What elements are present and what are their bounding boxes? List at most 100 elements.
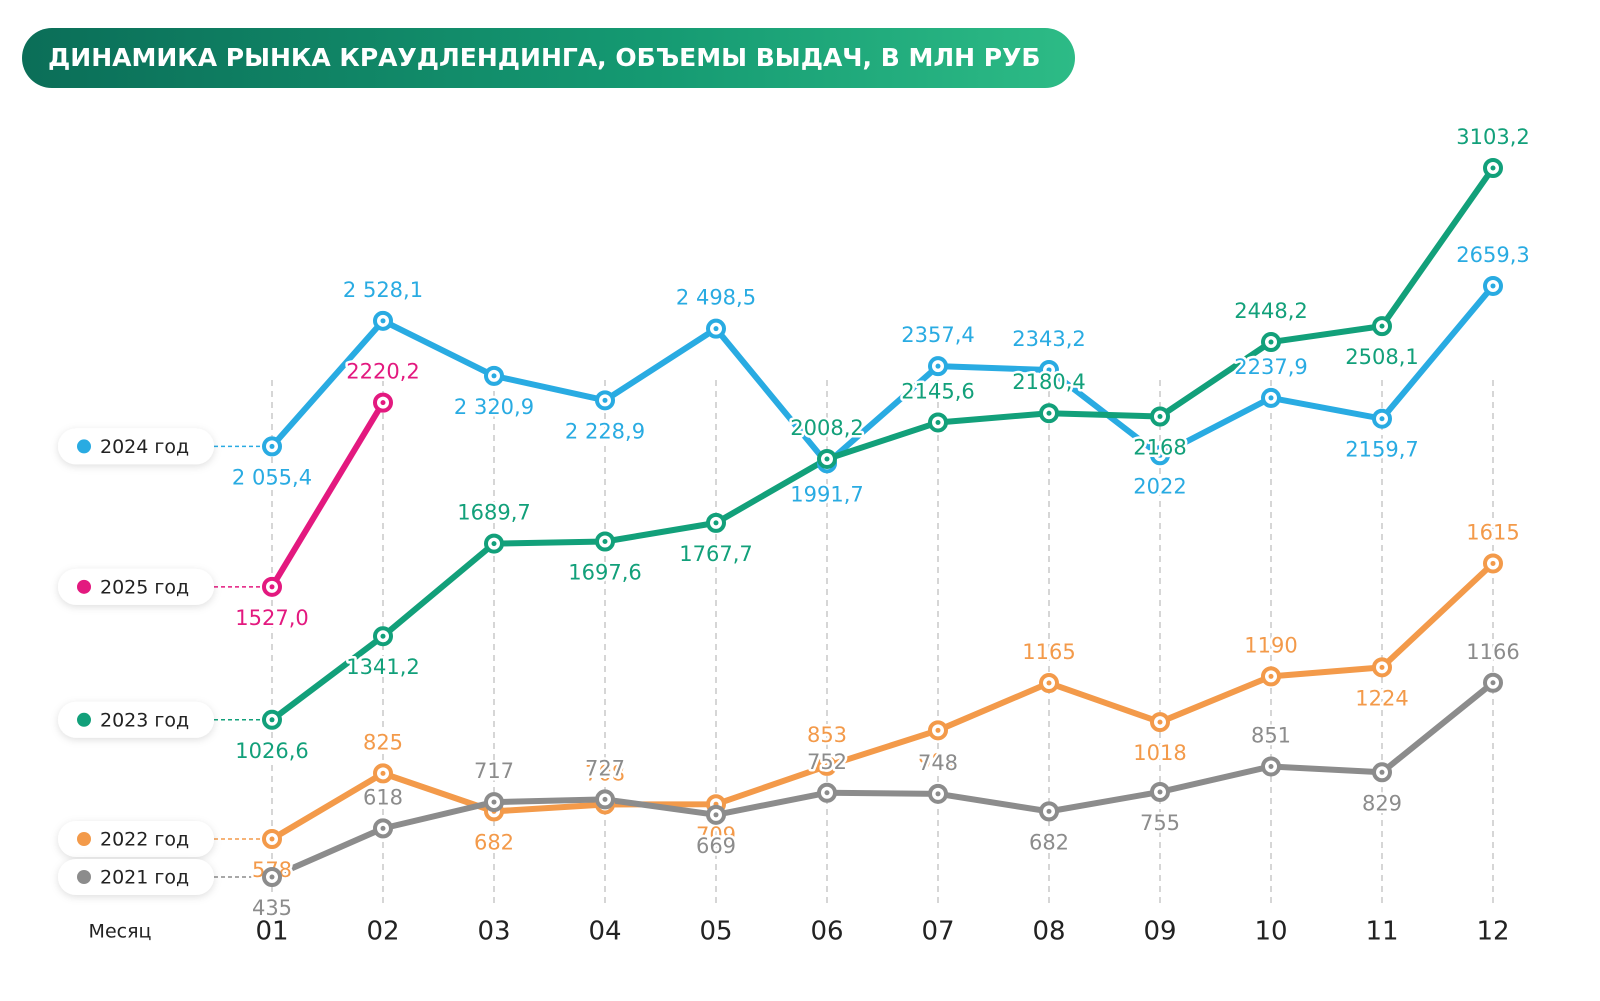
x-tick-label: 05: [699, 917, 732, 947]
point-dot: [824, 790, 830, 796]
point-dot: [824, 763, 830, 769]
point-dot: [1379, 769, 1385, 775]
x-axis-label: Месяц: [89, 921, 152, 943]
data-label: 2 498,5: [676, 286, 756, 310]
point-dot: [380, 318, 386, 324]
series-line: [270, 561, 1496, 842]
data-label: 1341,2: [346, 655, 419, 679]
point-dot: [602, 538, 608, 544]
data-label: 853: [807, 723, 847, 747]
data-label: 1165: [1022, 640, 1075, 664]
data-label: 2357,4: [901, 323, 974, 347]
data-label: 1689,7: [457, 501, 530, 525]
data-label: 2448,2: [1234, 299, 1307, 323]
legend-label: 2023 год: [100, 709, 189, 731]
data-label: 1018: [1133, 741, 1186, 765]
point-dot: [1157, 789, 1163, 795]
x-tick-label: 03: [477, 917, 510, 947]
point-dot: [713, 812, 719, 818]
point-dot: [935, 727, 941, 733]
data-label: 709: [696, 823, 736, 847]
data-label: 829: [1362, 791, 1402, 815]
point-dot: [824, 456, 830, 462]
legend-label: 2024 год: [100, 436, 189, 458]
data-label: 1224: [1355, 686, 1408, 710]
legend-label: 2021 год: [100, 867, 189, 889]
point-dot: [1046, 367, 1052, 373]
series-line: [269, 284, 1496, 467]
series-line: [270, 680, 1495, 880]
legend-swatch: [77, 870, 91, 884]
point-dot: [491, 541, 497, 547]
data-label: 2508,1: [1345, 345, 1418, 369]
data-label: 2343,2: [1012, 327, 1085, 351]
legend-pill: [58, 821, 214, 858]
point-dot: [935, 363, 941, 369]
point-dot: [269, 717, 275, 723]
point-dot: [380, 770, 386, 776]
data-label: 1991,7: [790, 482, 863, 506]
data-label: 2145,6: [901, 379, 974, 403]
data-label: 2237,9: [1234, 355, 1307, 379]
legend-swatch: [77, 712, 91, 727]
legend-pill: [58, 859, 214, 895]
data-label: 435: [252, 896, 292, 920]
title-pill: [22, 28, 1075, 88]
data-label: 1190: [1244, 633, 1297, 657]
data-label: 2022: [1133, 474, 1186, 498]
x-tick-label: 10: [1254, 917, 1287, 947]
legend-pill: [58, 568, 214, 605]
data-label: 682: [474, 830, 514, 854]
point-dot: [380, 400, 386, 406]
data-label: 755: [1140, 811, 1180, 835]
data-label: 708: [585, 761, 625, 785]
point-dot: [380, 825, 386, 831]
data-label: 748: [918, 751, 958, 775]
point-dot: [1268, 339, 1274, 345]
data-label: 2 055,4: [232, 465, 312, 489]
legend-swatch: [77, 579, 91, 594]
point-dot: [1490, 283, 1496, 289]
x-tick-label: 12: [1476, 917, 1509, 947]
chart-title: ДИНАМИКА РЫНКА КРАУДЛЕНДИНГА, ОБЪЕМЫ ВЫД…: [48, 43, 1040, 72]
series-line: [269, 401, 386, 589]
point-dot: [380, 633, 386, 639]
legend-swatch: [77, 439, 91, 454]
data-label: 2159,7: [1345, 438, 1418, 462]
data-label: 2659,3: [1456, 243, 1529, 267]
data-label: 669: [696, 834, 736, 858]
point-dot: [1046, 680, 1052, 686]
point-dot: [935, 419, 941, 425]
data-label: 2180,4: [1012, 370, 1085, 394]
data-label: 1767,7: [679, 542, 752, 566]
point-dot: [491, 799, 497, 805]
data-label: 2168: [1133, 436, 1186, 460]
data-label: 987: [918, 749, 958, 773]
x-tick-label: 09: [1143, 917, 1176, 947]
point-dot: [269, 836, 275, 842]
point-dot: [1157, 414, 1163, 420]
x-tick-label: 02: [366, 917, 399, 947]
data-label: 825: [363, 730, 403, 754]
x-tick-label: 06: [810, 917, 843, 947]
point-dot: [491, 373, 497, 379]
data-label: 2008,2: [790, 416, 863, 440]
data-label: 851: [1251, 723, 1291, 747]
x-tick-label: 11: [1365, 917, 1398, 947]
point-dot: [269, 443, 275, 449]
data-label: 1166: [1466, 640, 1519, 664]
legend-label: 2025 год: [100, 576, 189, 598]
data-label: 682: [1029, 830, 1069, 854]
point-dot: [1268, 673, 1274, 679]
point-dot: [1490, 680, 1496, 686]
legend-pill: [58, 701, 214, 738]
point-dot: [1379, 416, 1385, 422]
point-dot: [269, 874, 275, 880]
point-dot: [713, 520, 719, 526]
data-label: 3103,2: [1456, 125, 1529, 149]
point-dot: [1379, 664, 1385, 670]
x-tick-label: 04: [588, 917, 621, 947]
point-dot: [1268, 395, 1274, 401]
x-tick-label: 07: [921, 917, 954, 947]
